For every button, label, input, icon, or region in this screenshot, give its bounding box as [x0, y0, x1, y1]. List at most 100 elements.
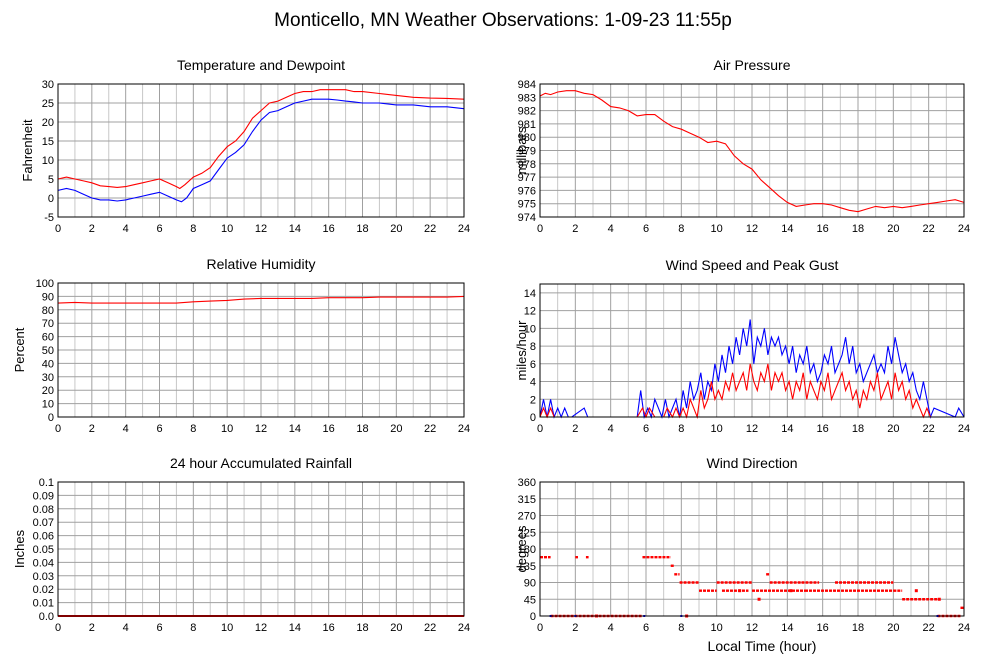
- x-tick-label: 10: [711, 223, 723, 235]
- x-tick-label: 8: [678, 622, 684, 634]
- x-tick-label: 24: [458, 223, 470, 235]
- y-tick-label: 225: [518, 527, 536, 539]
- chart-title: Relative Humidity: [207, 256, 316, 272]
- x-tick-label: 12: [746, 423, 758, 435]
- y-tick-label: 180: [518, 544, 536, 556]
- x-tick-label: 6: [156, 223, 162, 235]
- x-tick-label: 10: [711, 423, 723, 435]
- plot-frame: [57, 83, 465, 218]
- x-tick-label: 6: [643, 423, 649, 435]
- y-tick-label: 0: [48, 193, 54, 205]
- y-tick-label: 60: [42, 332, 54, 344]
- x-axis-title: Local Time (hour): [708, 638, 817, 654]
- x-tick-label: 24: [958, 223, 970, 235]
- y-tick-label: 20: [42, 385, 54, 397]
- y-tick-label: 0.05: [33, 544, 54, 556]
- x-tick-label: 0: [55, 423, 61, 435]
- x-tick-label: 22: [923, 622, 935, 634]
- y-tick-label: 315: [518, 494, 536, 506]
- y-tick-label: 0.0: [39, 611, 54, 623]
- x-tick-label: 12: [255, 223, 267, 235]
- x-tick-label: 4: [123, 622, 129, 634]
- y-tick-label: 30: [42, 372, 54, 384]
- x-tick-label: 2: [89, 423, 95, 435]
- x-tick-label: 6: [156, 622, 162, 634]
- x-tick-label: 0: [537, 423, 543, 435]
- direction-point: [789, 589, 793, 593]
- series-line-1: [539, 363, 964, 420]
- x-tick-label: 18: [356, 423, 368, 435]
- x-tick-label: 16: [817, 223, 829, 235]
- y-tick-label: 0: [530, 611, 536, 623]
- x-tick-label: 22: [424, 223, 436, 235]
- x-tick-label: 0: [537, 622, 543, 634]
- y-tick-label: 100: [36, 278, 54, 290]
- y-tick-label: 270: [518, 511, 536, 523]
- x-tick-label: 4: [123, 423, 129, 435]
- x-tick-label: 14: [289, 423, 301, 435]
- y-tick-label: -5: [44, 212, 54, 224]
- y-tick-label: 0.1: [39, 477, 54, 489]
- x-tick-label: 2: [572, 622, 578, 634]
- x-tick-label: 2: [572, 223, 578, 235]
- x-tick-label: 18: [852, 423, 864, 435]
- x-tick-label: 18: [356, 622, 368, 634]
- y-tick-label: 14: [524, 288, 536, 300]
- x-tick-label: 16: [323, 423, 335, 435]
- x-tick-label: 20: [887, 223, 899, 235]
- y-tick-label: 982: [518, 106, 536, 118]
- y-tick-label: 0.08: [33, 504, 54, 516]
- y-tick-label: 975: [518, 199, 536, 211]
- y-tick-label: 2: [530, 394, 536, 406]
- direction-point: [914, 589, 918, 593]
- y-tick-label: 5: [48, 174, 54, 186]
- x-tick-label: 14: [781, 223, 793, 235]
- y-tick-label: 980: [518, 132, 536, 144]
- x-tick-label: 8: [678, 223, 684, 235]
- x-tick-label: 4: [123, 223, 129, 235]
- y-tick-label: 8: [530, 341, 536, 353]
- x-tick-label: 16: [323, 622, 335, 634]
- y-tick-label: 0.01: [33, 598, 54, 610]
- y-tick-label: 984: [518, 79, 536, 91]
- x-tick-label: 22: [923, 223, 935, 235]
- y-tick-label: 6: [530, 359, 536, 371]
- direction-point: [937, 597, 941, 601]
- x-tick-label: 14: [781, 622, 793, 634]
- y-tick-label: 4: [530, 377, 536, 389]
- chart-title: Air Pressure: [713, 57, 790, 73]
- x-tick-label: 24: [458, 622, 470, 634]
- y-tick-label: 12: [524, 306, 536, 318]
- y-tick-label: 70: [42, 318, 54, 330]
- chart-title: Wind Speed and Peak Gust: [666, 257, 839, 273]
- y-tick-label: 10: [42, 155, 54, 167]
- y-tick-label: 25: [42, 98, 54, 110]
- x-tick-label: 16: [323, 223, 335, 235]
- x-tick-label: 20: [390, 223, 402, 235]
- x-tick-label: 2: [572, 423, 578, 435]
- y-axis-label: miles/hour: [514, 320, 529, 381]
- y-tick-label: 10: [524, 323, 536, 335]
- y-tick-label: 10: [42, 399, 54, 411]
- x-tick-label: 8: [190, 223, 196, 235]
- x-tick-label: 8: [190, 423, 196, 435]
- x-tick-label: 10: [711, 622, 723, 634]
- x-tick-label: 6: [643, 622, 649, 634]
- series-line-0: [539, 90, 965, 213]
- y-tick-label: 0: [48, 412, 54, 424]
- y-tick-label: 90: [42, 291, 54, 303]
- y-tick-label: 977: [518, 172, 536, 184]
- y-axis-label: millibars: [514, 126, 529, 174]
- plot-frame: [57, 282, 465, 418]
- y-tick-label: 15: [42, 136, 54, 148]
- y-tick-label: 135: [518, 561, 536, 573]
- x-tick-label: 2: [89, 223, 95, 235]
- x-tick-label: 0: [55, 223, 61, 235]
- x-tick-label: 8: [678, 423, 684, 435]
- y-tick-label: 30: [42, 79, 54, 91]
